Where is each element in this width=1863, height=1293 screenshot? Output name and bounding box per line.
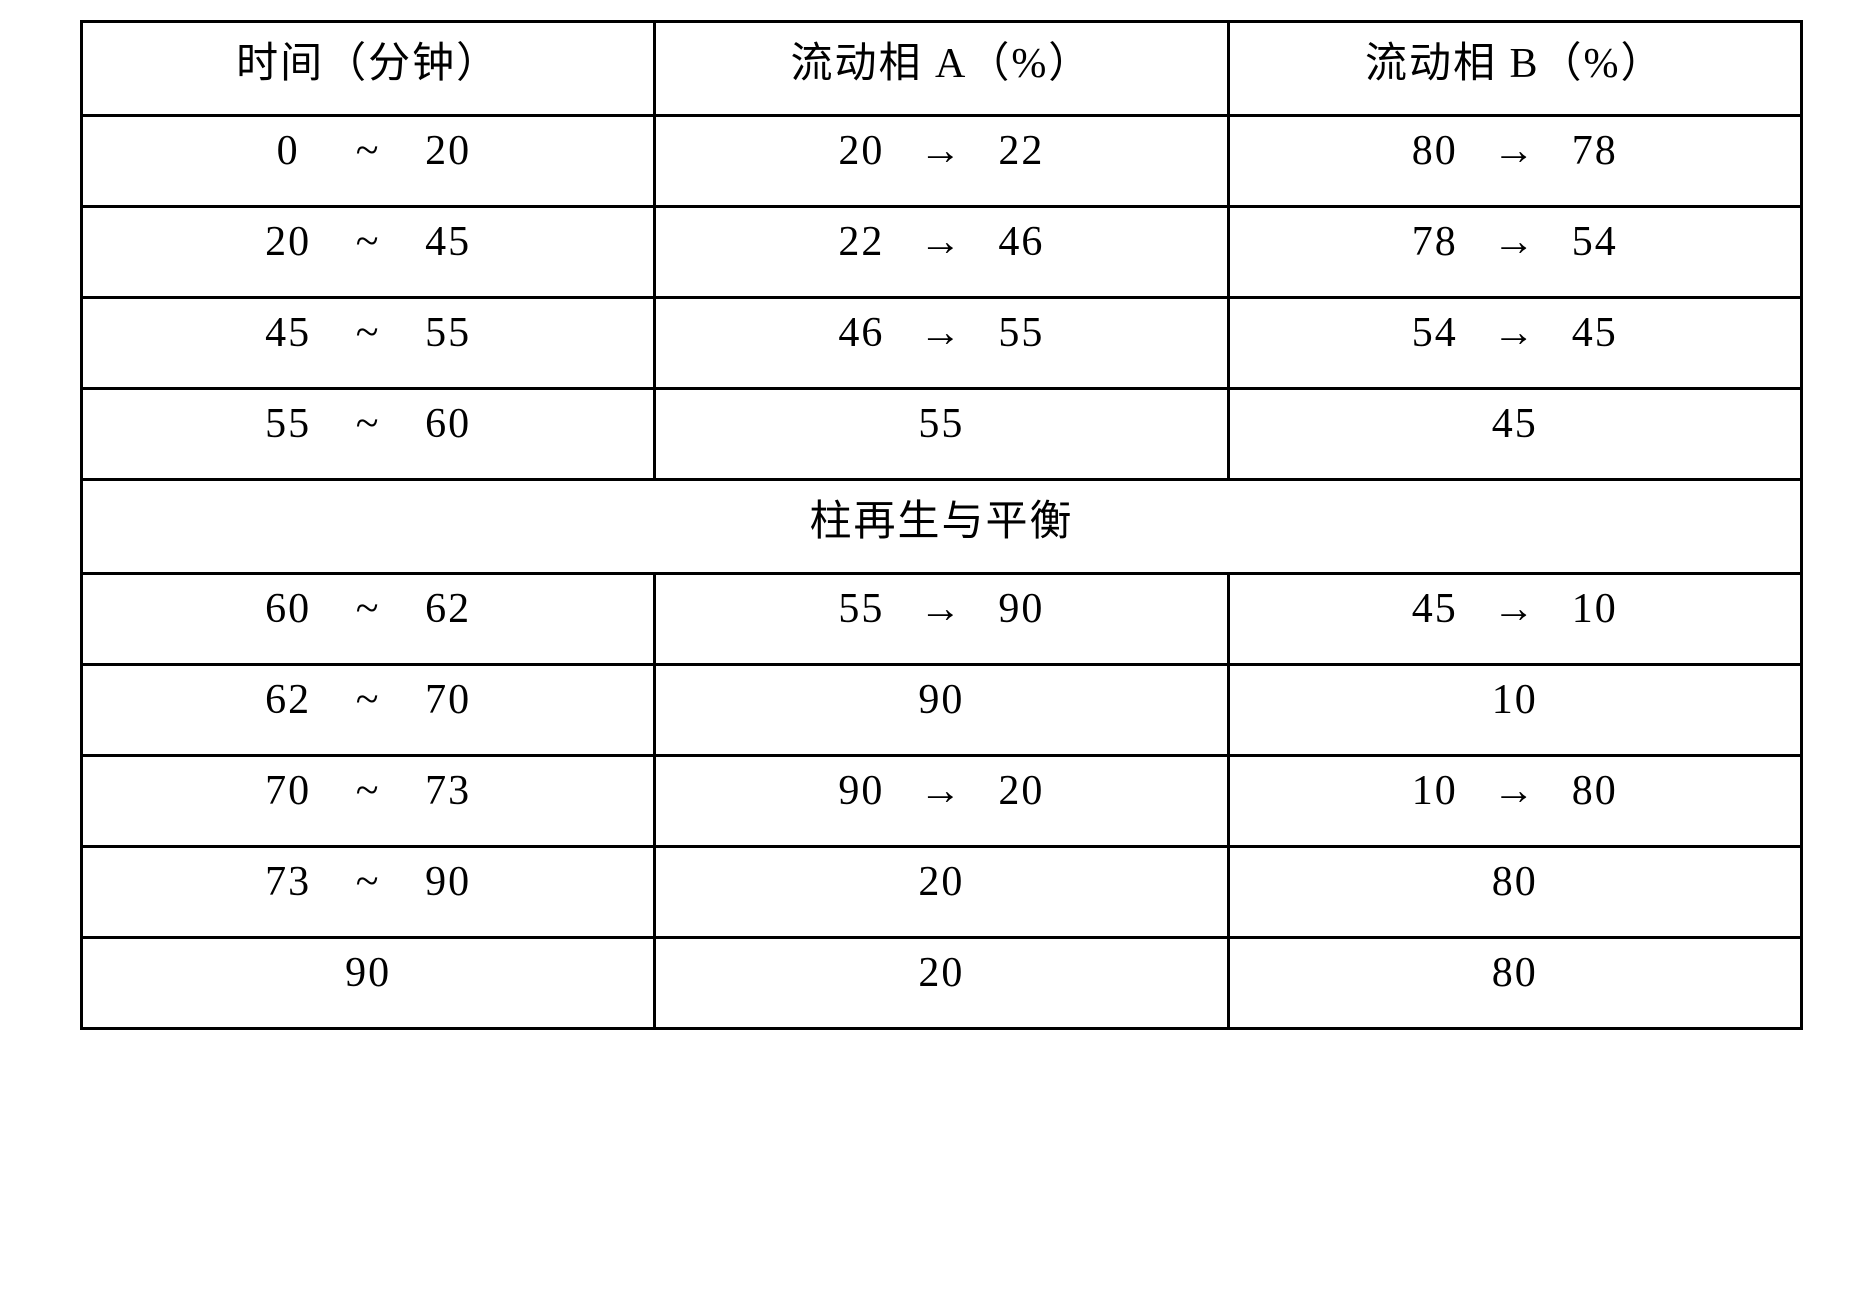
a-from: 22: [826, 218, 896, 266]
time-from: 45: [253, 309, 323, 357]
range-sep: ~: [323, 309, 413, 357]
b-from: 10: [1400, 767, 1470, 815]
b-to: 10: [1560, 585, 1630, 633]
arrow-sep: →: [896, 767, 986, 815]
arrow-sep: →: [1470, 767, 1560, 815]
table-row: 62~70 90 10: [82, 665, 1802, 756]
a-from: 20: [826, 127, 896, 175]
range-sep: ~: [323, 767, 413, 815]
section-label: 柱再生与平衡: [82, 480, 1802, 574]
table-row: 70~73 90→20 10→80: [82, 756, 1802, 847]
range-sep: ~: [323, 218, 413, 266]
cell-time: 55~60: [82, 389, 655, 480]
cell-phase-a: 46→55: [655, 298, 1228, 389]
gradient-table: 时间（分钟） 流动相 A（%） 流动相 B（%） 0~20 20→22 80→7…: [80, 20, 1803, 1030]
cell-phase-a: 55: [655, 389, 1228, 480]
arrow-sep: →: [1470, 127, 1560, 175]
arrow-sep: →: [896, 309, 986, 357]
b-from: 78: [1400, 218, 1470, 266]
cell-time: 60~62: [82, 574, 655, 665]
time-to: 20: [413, 127, 483, 175]
range-sep: ~: [323, 127, 413, 175]
arrow-sep: →: [896, 218, 986, 266]
table-row: 0~20 20→22 80→78: [82, 116, 1802, 207]
cell-phase-a: 90→20: [655, 756, 1228, 847]
range-sep: ~: [323, 400, 413, 448]
time-from: 62: [253, 676, 323, 724]
cell-phase-b: 80: [1228, 938, 1801, 1029]
cell-phase-b: 80→78: [1228, 116, 1801, 207]
col-header-time: 时间（分钟）: [82, 22, 655, 116]
time-from: 73: [253, 858, 323, 906]
arrow-sep: →: [1470, 309, 1560, 357]
cell-phase-b: 78→54: [1228, 207, 1801, 298]
cell-phase-a: 20→22: [655, 116, 1228, 207]
a-to: 46: [986, 218, 1056, 266]
a-from: 46: [826, 309, 896, 357]
cell-phase-b: 80: [1228, 847, 1801, 938]
table-header-row: 时间（分钟） 流动相 A（%） 流动相 B（%）: [82, 22, 1802, 116]
time-from: 0: [253, 127, 323, 175]
a-from: 55: [826, 585, 896, 633]
cell-phase-b: 54→45: [1228, 298, 1801, 389]
section-row: 柱再生与平衡: [82, 480, 1802, 574]
b-from: 80: [1400, 127, 1470, 175]
cell-phase-a: 22→46: [655, 207, 1228, 298]
cell-phase-a: 20: [655, 847, 1228, 938]
cell-phase-a: 90: [655, 665, 1228, 756]
range-sep: ~: [323, 858, 413, 906]
b-to: 54: [1560, 218, 1630, 266]
table-row: 20~45 22→46 78→54: [82, 207, 1802, 298]
b-to: 45: [1560, 309, 1630, 357]
arrow-sep: →: [896, 127, 986, 175]
table-row: 60~62 55→90 45→10: [82, 574, 1802, 665]
time-to: 60: [413, 400, 483, 448]
a-from: 90: [826, 767, 896, 815]
cell-phase-b: 45: [1228, 389, 1801, 480]
cell-time: 90: [82, 938, 655, 1029]
cell-phase-a: 20: [655, 938, 1228, 1029]
time-to: 55: [413, 309, 483, 357]
cell-time: 73~90: [82, 847, 655, 938]
b-from: 45: [1400, 585, 1470, 633]
time-to: 70: [413, 676, 483, 724]
time-from: 20: [253, 218, 323, 266]
cell-phase-b: 10: [1228, 665, 1801, 756]
col-header-phase-b: 流动相 B（%）: [1228, 22, 1801, 116]
b-from: 54: [1400, 309, 1470, 357]
a-to: 90: [986, 585, 1056, 633]
b-to: 78: [1560, 127, 1630, 175]
arrow-sep: →: [1470, 585, 1560, 633]
time-to: 73: [413, 767, 483, 815]
time-to: 90: [413, 858, 483, 906]
cell-phase-a: 55→90: [655, 574, 1228, 665]
time-from: 70: [253, 767, 323, 815]
cell-time: 20~45: [82, 207, 655, 298]
table-row: 73~90 20 80: [82, 847, 1802, 938]
table-row: 55~60 55 45: [82, 389, 1802, 480]
col-header-phase-a: 流动相 A（%）: [655, 22, 1228, 116]
b-to: 80: [1560, 767, 1630, 815]
table-row: 45~55 46→55 54→45: [82, 298, 1802, 389]
arrow-sep: →: [1470, 218, 1560, 266]
cell-time: 0~20: [82, 116, 655, 207]
arrow-sep: →: [896, 585, 986, 633]
a-to: 22: [986, 127, 1056, 175]
time-from: 55: [253, 400, 323, 448]
a-to: 20: [986, 767, 1056, 815]
table-row: 90 20 80: [82, 938, 1802, 1029]
range-sep: ~: [323, 676, 413, 724]
cell-time: 45~55: [82, 298, 655, 389]
cell-phase-b: 45→10: [1228, 574, 1801, 665]
a-to: 55: [986, 309, 1056, 357]
cell-time: 62~70: [82, 665, 655, 756]
cell-time: 70~73: [82, 756, 655, 847]
time-to: 62: [413, 585, 483, 633]
range-sep: ~: [323, 585, 413, 633]
cell-phase-b: 10→80: [1228, 756, 1801, 847]
time-from: 60: [253, 585, 323, 633]
time-to: 45: [413, 218, 483, 266]
